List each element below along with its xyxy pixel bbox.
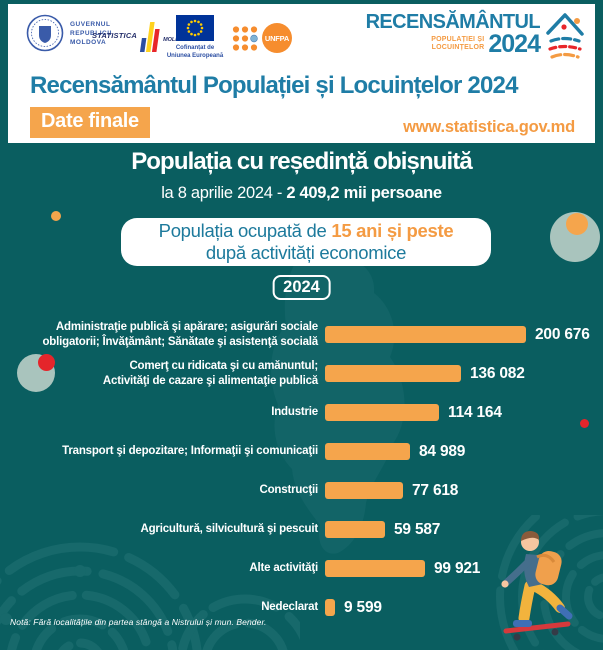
chart-row: Industrie 114 164 [0,393,603,432]
chart-title-line1: Populația ocupată de 15 ani și peste [121,220,491,242]
census-logo-title: RECENSĂMÂNTUL [365,11,541,33]
chart-title-box: Populația ocupată de 15 ani și peste dup… [121,218,491,266]
unfpa-label: UNFPA [264,33,290,43]
bar-label: Transport şi depozitare; Informaţii şi c… [62,445,318,458]
eu-cofunded-logo: Cofinanțat de Uniunea Europeană [166,15,224,60]
bar-label: Comerţ cu ridicata şi cu amănuntul; Activ… [102,360,318,387]
page-title: Recensământul Populației și Locuințelor … [30,72,518,99]
chart-row: Alte activităţi 99 921 [0,549,603,588]
census-logo-year: 2024 [488,30,541,58]
census-house-icon [546,13,584,59]
header-card: GUVERNUL REPUBLICII MOLDOVA STATISTICA M… [8,4,595,143]
bar-label: Industrie [271,406,318,419]
bar [325,521,385,538]
bar-value: 136 082 [470,364,525,382]
bar [325,326,526,343]
bar-value: 77 618 [412,481,459,499]
year-badge: 2024 [272,275,331,300]
gov-line2: REPUBLICII [70,29,112,37]
final-data-badge: Date finale [30,107,150,138]
bar [325,482,403,499]
chart-title-line2: după activități economice [205,242,407,263]
unfpa-circle: UNFPA [262,23,292,53]
chart-row: Comerţ cu ridicata şi cu amănuntul; Activ… [0,354,603,393]
eu-caption: Cofinanțat de Uniunea Europeană [166,45,224,60]
chart-title-highlight: 15 ani și peste [331,220,454,241]
bar-value: 114 164 [448,403,502,421]
unfpa-logo: UNFPA [232,23,292,53]
eu-caption-line2: Uniunea Europeană [166,52,224,59]
bar-label: Nedeclarat [261,601,318,614]
bar-label: Construcţii [259,484,319,497]
bar-label: Administraţie publică şi apărare; asigur… [42,321,318,348]
bar [325,599,335,616]
chart-row: Administraţie publică şi apărare; asigur… [0,315,603,354]
government-logo-text: GUVERNUL REPUBLICII MOLDOVA [70,20,112,47]
census-sub-line2: LOCUINȚELOR [431,44,485,51]
footnote: Notă: Fără localitățile din partea stâng… [10,617,267,627]
bar [325,365,461,382]
bar-value: 59 587 [394,520,441,538]
bar [325,443,410,460]
bar-label: Alte activităţi [249,562,318,575]
chart: Administraţie publică şi apărare; asigur… [0,315,603,627]
red-dot-on-circle [38,354,55,371]
chart-row: Agricultură, silvicultură şi pescuit 59 5… [0,510,603,549]
bar [325,560,425,577]
orange-dot-decoration [51,211,61,221]
bar-value: 99 921 [434,559,481,577]
statistica-bars-icon [140,22,160,52]
chart-row: Nedeclarat 9 599 [0,588,603,627]
hero-subtitle: la 8 aprilie 2024 - 2 409,2 mii persoane [0,184,603,203]
hero-subtitle-prefix: la 8 aprilie 2024 - [161,184,287,202]
bar-label: Agricultură, silvicultură şi pescuit [140,523,319,536]
chart-row: Construcţii 77 618 [0,471,603,510]
bar-value: 200 676 [535,325,590,343]
government-logo: GUVERNUL REPUBLICII MOLDOVA [26,14,112,52]
eu-caption-line1: Cofinanțat de [175,45,215,51]
government-seal-icon [26,14,64,52]
eu-flag-icon [176,15,214,41]
bar [325,404,439,421]
website-link[interactable]: www.statistica.gov.md [403,118,575,136]
census-2024-logo: RECENSĂMÂNTUL POPULAȚIEI ȘI LOCUINȚELOR … [366,11,585,65]
hero-title: Populația cu reședință obișnuită [131,148,473,175]
chart-row: Transport şi depozitare; Informaţii şi c… [0,432,603,471]
census-logo-text: RECENSĂMÂNTUL POPULAȚIEI ȘI LOCUINȚELOR … [365,11,541,58]
hero-subtitle-value: 2 409,2 mii persoane [286,184,442,202]
gov-line1: GUVERNUL [70,20,111,28]
orange-dot-on-circle [566,213,588,235]
red-dot-decoration-right [580,419,589,428]
chart-title-prefix: Populația ocupată de [158,220,332,241]
unfpa-dots-icon [232,25,258,51]
gov-line3: MOLDOVA [70,38,107,46]
bar-value: 9 599 [344,598,382,616]
census-logo-subtitle: POPULAȚIEI ȘI LOCUINȚELOR [431,36,484,56]
census-sub-line1: POPULAȚIEI ȘI [431,36,485,43]
statistica-logo-text: STATISTICA [92,31,138,40]
bar-value: 84 989 [419,442,466,460]
